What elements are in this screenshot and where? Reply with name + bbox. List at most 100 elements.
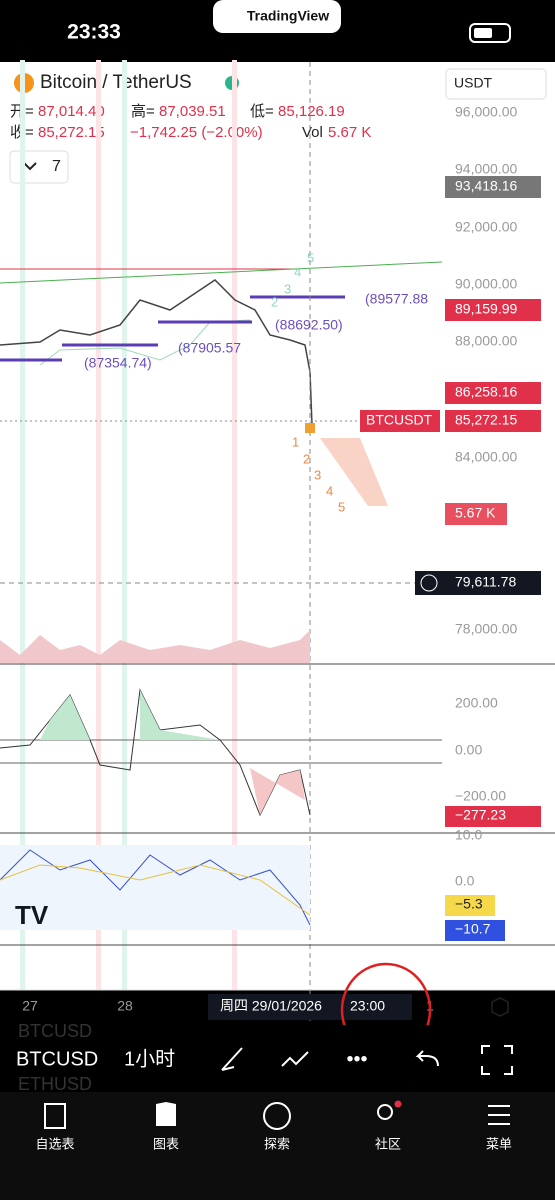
nav-label[interactable]: 图表 xyxy=(153,1136,179,1151)
ohlc-value: 85,272.15 xyxy=(38,124,105,141)
time-label: 27 xyxy=(22,998,38,1014)
battery-level xyxy=(474,28,492,38)
nav-icon[interactable] xyxy=(377,1104,393,1120)
ohlc-label: 低= xyxy=(250,103,274,120)
level-label: (87354.74) xyxy=(84,355,152,371)
toolbar xyxy=(0,1025,555,1092)
nav-icon[interactable] xyxy=(488,1105,510,1125)
price-label: 92,000.00 xyxy=(455,219,517,235)
cursor-date: 周四 29/01/2026 xyxy=(220,998,322,1014)
rsi-label: 0.0 xyxy=(455,873,475,889)
price-axis: 96,000.00 94,000.00 92,000.00 90,000.00 … xyxy=(455,104,517,637)
badge-text: 86,258.16 xyxy=(455,384,517,400)
nav-label[interactable]: 探索 xyxy=(264,1136,290,1151)
wave-label: 3 xyxy=(284,281,291,296)
wave-label: 1 xyxy=(292,434,299,449)
nav-icon[interactable] xyxy=(156,1102,176,1126)
marker xyxy=(305,423,315,433)
chart-area xyxy=(0,62,555,990)
badge-text: 79,611.78 xyxy=(455,574,516,590)
nav-label[interactable]: 社区 xyxy=(375,1136,401,1151)
ohlc-value: 87,014.40 xyxy=(38,103,105,120)
badge-text: 5.67 K xyxy=(455,505,496,521)
price-label: 78,000.00 xyxy=(455,621,517,637)
oscillator-fill xyxy=(40,690,220,740)
nav-icon[interactable] xyxy=(263,1102,291,1130)
more-icon[interactable]: ••• xyxy=(346,1048,367,1070)
rsi-signal xyxy=(0,864,311,916)
draw-icon[interactable] xyxy=(221,1047,243,1071)
badge-text: −277.23 xyxy=(455,807,506,823)
price-path xyxy=(0,279,313,426)
price-label: 84,000.00 xyxy=(455,449,517,465)
volume-bars xyxy=(0,630,310,663)
add-icon[interactable] xyxy=(420,574,438,592)
undo-icon[interactable] xyxy=(415,1050,439,1067)
ohlc-label: 高= xyxy=(131,103,155,120)
change: −1,742.25 (−2.00%) xyxy=(130,124,263,141)
projection xyxy=(320,438,388,506)
annotations: (89577.88 (88692.50) (87905.57 (87354.74… xyxy=(84,250,428,514)
level-label: (89577.88 xyxy=(365,291,428,307)
fullscreen-icon[interactable] xyxy=(481,1045,513,1075)
level-label: (88692.50) xyxy=(275,317,343,333)
osc-label: 0.00 xyxy=(455,742,482,758)
volume-label: Vol xyxy=(302,124,323,141)
badge xyxy=(445,410,541,432)
app-pill xyxy=(213,0,341,33)
badge xyxy=(445,920,505,941)
chevron xyxy=(23,162,37,171)
price-label: 94,000.00 xyxy=(455,161,517,177)
rsi-line xyxy=(0,849,311,926)
symbol-name: Bitcoin / TetherUS xyxy=(40,72,192,93)
badge xyxy=(445,382,541,404)
settings-icon[interactable] xyxy=(491,997,509,1017)
wave-label: 2 xyxy=(271,294,278,309)
oscillator-fill xyxy=(250,768,305,815)
wave-label: 5 xyxy=(307,250,314,265)
session-band xyxy=(20,60,25,990)
badge-text: 93,418.16 xyxy=(455,178,517,194)
indicator-icon[interactable] xyxy=(281,1051,309,1067)
clock: 23:33 xyxy=(67,21,121,44)
badge xyxy=(445,895,495,916)
wave-label: 4 xyxy=(326,483,333,498)
ohlc-value: 85,126.19 xyxy=(278,103,345,120)
badge xyxy=(415,571,541,595)
price-drawing xyxy=(0,60,443,1025)
battery xyxy=(469,23,511,43)
badge xyxy=(445,299,541,321)
toolbar-interval[interactable]: 1小时 xyxy=(124,1047,175,1070)
ghost-symbol: BTCUSD xyxy=(18,1021,92,1041)
price-label: 96,000.00 xyxy=(455,104,517,120)
wave-label: 2 xyxy=(303,451,310,466)
price-label: 90,000.00 xyxy=(455,276,517,292)
currency: USDT xyxy=(454,75,493,91)
nav-icon[interactable] xyxy=(44,1103,66,1129)
session-band xyxy=(122,60,127,990)
cursor-time: 23:00 xyxy=(350,998,385,1014)
ohlc-value: 87,039.51 xyxy=(159,103,226,120)
osc-label: −200.00 xyxy=(455,788,506,804)
nav-label[interactable]: 自选表 xyxy=(35,1136,74,1151)
notification-dot xyxy=(394,1100,402,1108)
badge-text: −10.7 xyxy=(455,921,491,937)
wave-label: 5 xyxy=(338,499,345,514)
osc-label: 200.00 xyxy=(455,695,498,711)
session-band xyxy=(232,60,237,990)
currency-box[interactable] xyxy=(445,68,547,100)
bottom-nav xyxy=(0,1092,555,1200)
session-band xyxy=(96,60,101,990)
nav-label[interactable]: 菜单 xyxy=(486,1136,512,1151)
badge-text: BTCUSDT xyxy=(366,412,433,428)
indicator-count: 7 xyxy=(52,158,61,175)
badge-text: −5.3 xyxy=(455,896,483,912)
volume: 5.67 K xyxy=(328,124,371,141)
level-label: (87905.57 xyxy=(178,340,241,356)
badge xyxy=(360,410,440,432)
trend-line xyxy=(0,261,443,284)
rsi-label: 10.0 xyxy=(455,827,482,843)
toolbar-symbol[interactable]: BTCUSD xyxy=(16,1048,98,1070)
badge xyxy=(445,503,507,525)
